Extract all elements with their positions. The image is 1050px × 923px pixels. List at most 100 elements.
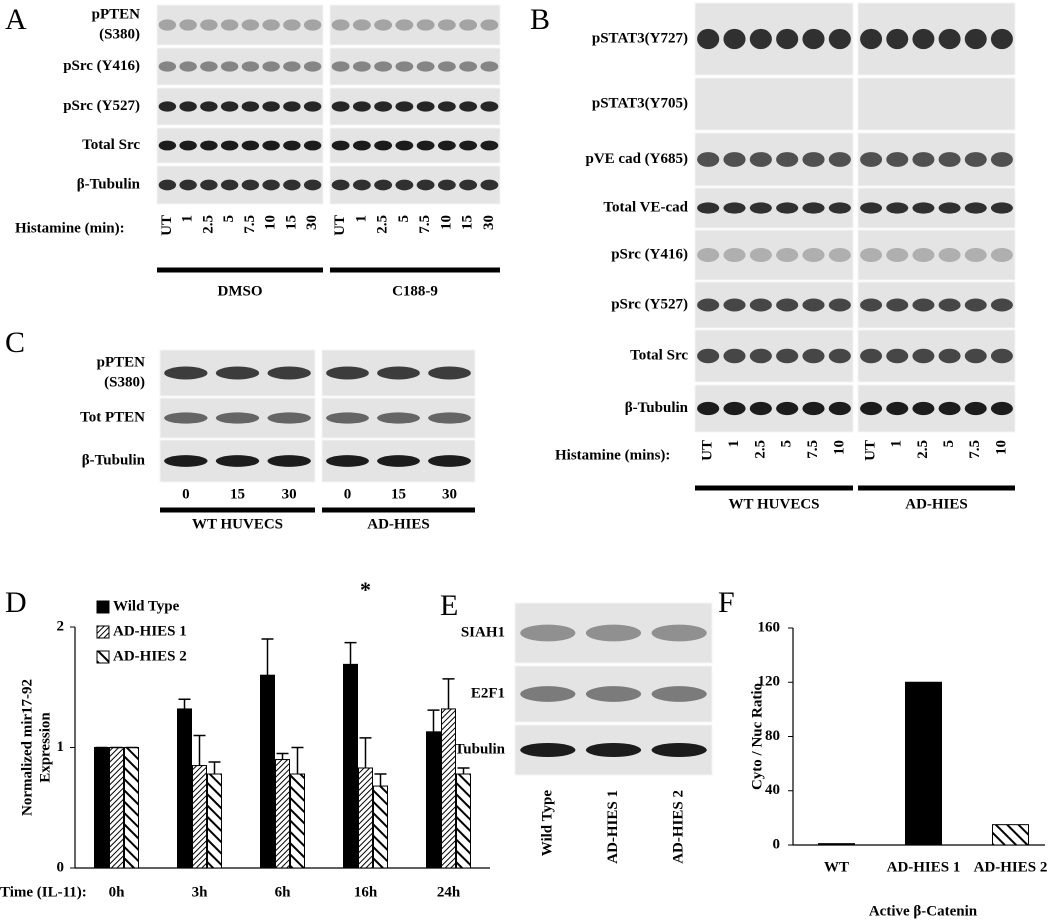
- band: [990, 348, 1013, 364]
- band: [697, 401, 720, 416]
- x-tick-label: 24h: [437, 884, 461, 900]
- blot-strip: [857, 2, 1016, 76]
- band: [860, 298, 883, 312]
- band: [374, 19, 393, 31]
- band: [828, 348, 851, 364]
- band: [283, 19, 301, 31]
- bar: [343, 663, 358, 869]
- band: [912, 298, 935, 312]
- band: [262, 61, 280, 72]
- group-label: C188-9: [392, 283, 438, 299]
- band: [303, 19, 322, 31]
- blot-strip: [514, 602, 713, 664]
- band: [241, 19, 260, 31]
- row-label: pPTEN: [97, 354, 146, 370]
- band: [158, 179, 177, 191]
- band: [395, 101, 414, 112]
- band: [723, 401, 746, 416]
- band: [267, 366, 311, 380]
- band: [395, 61, 414, 72]
- band: [776, 401, 799, 416]
- band: [651, 743, 707, 757]
- lane-label: 7.5: [967, 440, 983, 459]
- band: [802, 348, 825, 364]
- error-bar: [457, 767, 470, 775]
- lane-label: 7.5: [417, 215, 433, 234]
- error-bar: [291, 746, 304, 775]
- band: [200, 19, 218, 31]
- group-label: DMSO: [218, 283, 263, 299]
- lane-label: 30: [282, 486, 297, 502]
- band: [395, 140, 414, 151]
- band: [776, 348, 799, 364]
- lane-label: 1: [353, 215, 369, 223]
- x-tick-label: WT: [824, 859, 849, 875]
- band: [802, 28, 825, 50]
- band: [912, 401, 935, 416]
- band: [520, 624, 576, 642]
- band: [428, 455, 471, 467]
- band: [886, 248, 909, 262]
- band: [860, 152, 883, 167]
- row-label: Tot PTEN: [80, 409, 145, 425]
- band: [776, 152, 799, 167]
- band: [964, 348, 987, 364]
- band: [283, 101, 301, 112]
- blot-strip: [857, 329, 1016, 383]
- lane-label: 15: [230, 486, 245, 502]
- band: [215, 455, 260, 467]
- blot-strip: [857, 384, 1016, 433]
- bar: [94, 747, 109, 869]
- band: [459, 61, 478, 72]
- lane-label: 2.5: [752, 440, 768, 459]
- blot-strip: [329, 4, 501, 46]
- bar: [426, 731, 441, 869]
- band: [802, 152, 825, 167]
- bar: [124, 747, 139, 869]
- x-tick-label: 16h: [354, 884, 378, 900]
- band: [964, 28, 987, 50]
- band: [179, 101, 197, 112]
- legend-label: Wild Type: [113, 598, 180, 614]
- lane-label: Wild Type: [539, 790, 555, 857]
- band: [267, 412, 311, 424]
- band: [352, 61, 371, 72]
- band: [267, 455, 311, 467]
- blot-strip: [694, 187, 854, 229]
- band: [990, 28, 1013, 50]
- row-label: Total Src: [82, 137, 140, 153]
- group-label: WT HUVECS: [192, 516, 283, 532]
- band: [828, 248, 851, 262]
- blot-strip: [694, 384, 854, 433]
- band: [241, 101, 260, 112]
- row-label: Total Src: [630, 347, 688, 363]
- row-label: E2F1: [471, 685, 505, 701]
- band: [437, 61, 456, 72]
- lane-label: AD-HIES 2: [671, 790, 687, 864]
- band: [262, 179, 280, 191]
- bar: [373, 785, 388, 869]
- blot-strip: [694, 229, 854, 281]
- band: [828, 28, 851, 50]
- blot-strip: [694, 132, 854, 187]
- bar: [905, 681, 942, 846]
- band: [428, 366, 471, 380]
- band: [828, 401, 851, 416]
- band: [749, 401, 772, 416]
- band: [283, 61, 301, 72]
- error-bar: [359, 737, 372, 768]
- band: [164, 412, 208, 424]
- band: [179, 19, 197, 31]
- band: [938, 401, 961, 416]
- band: [990, 152, 1013, 167]
- band: [860, 348, 883, 364]
- blot-strip: [857, 229, 1016, 281]
- band: [964, 248, 987, 262]
- lane-label: 0: [344, 486, 352, 502]
- bar: [992, 824, 1029, 846]
- panel-letter: B: [530, 3, 550, 36]
- lane-label: 5: [396, 215, 412, 223]
- bar: [818, 843, 855, 846]
- band: [749, 152, 772, 167]
- band: [374, 101, 393, 112]
